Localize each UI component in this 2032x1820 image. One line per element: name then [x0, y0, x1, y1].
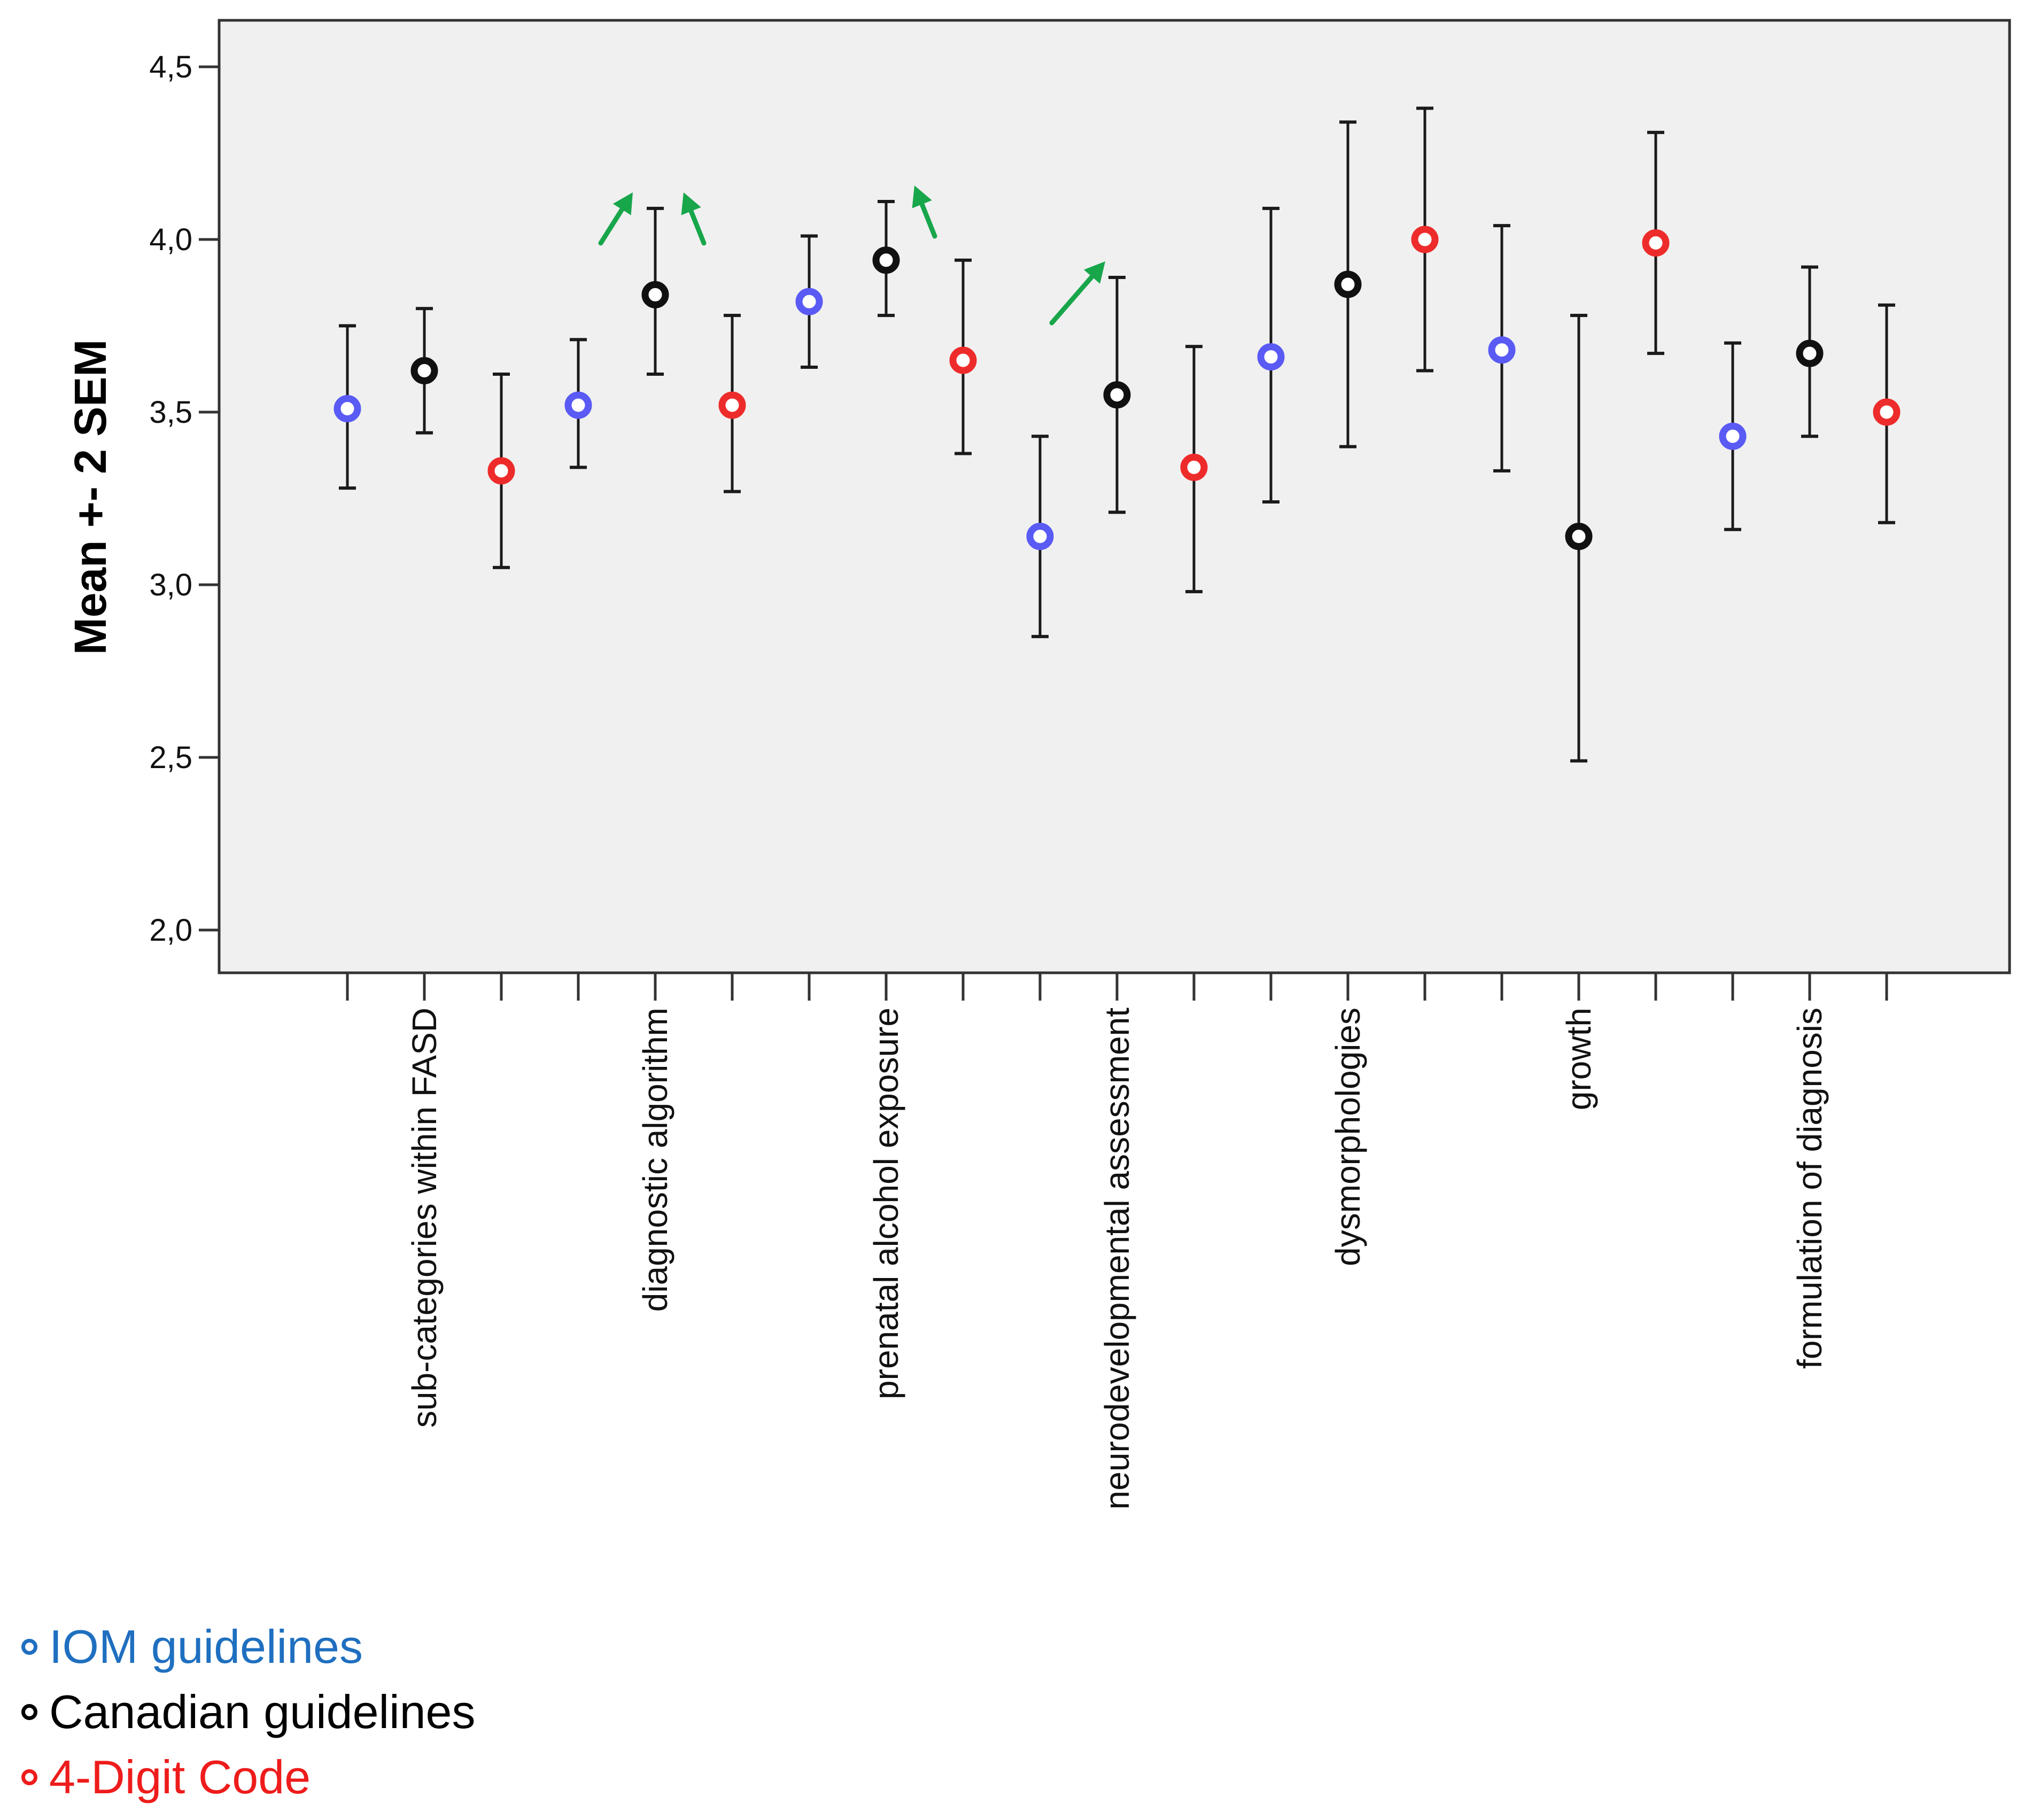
- y-axis: 2,0 2,5 3,0 3,5 4,0 4,5: [149, 50, 219, 948]
- green-arrow-shaft: [1049, 274, 1095, 326]
- mean-marker: [718, 391, 746, 419]
- y-tick-label: 3,5: [149, 395, 192, 430]
- green-arrow-head-icon: [912, 185, 932, 208]
- legend-marker-icon: [21, 1639, 37, 1655]
- category-label: diagnostic algorithm: [636, 1008, 674, 1312]
- mean-marker: [1488, 336, 1516, 364]
- legend-item-iom: IOM guidelines: [21, 1614, 476, 1679]
- legend-label: Canadian guidelines: [49, 1685, 476, 1738]
- mean-marker: [795, 288, 823, 315]
- mean-marker: [641, 281, 669, 308]
- green-arrow-head-icon: [681, 192, 701, 215]
- x-axis-ticks: [346, 973, 1888, 1001]
- mean-marker: [872, 246, 900, 274]
- category-label: sub-categories within FASD: [405, 1008, 444, 1428]
- green-arrow-shaft: [598, 207, 625, 246]
- mean-marker: [410, 357, 438, 384]
- category-labels: sub-categories within FASD diagnostic alg…: [405, 1008, 1829, 1509]
- mean-marker: [1334, 270, 1362, 298]
- mean-marker: [1257, 343, 1285, 371]
- mean-marker: [1565, 523, 1593, 551]
- y-tick-label: 4,0: [149, 222, 192, 257]
- mean-marker: [949, 346, 977, 374]
- mean-marker: [487, 457, 515, 485]
- annotation-arrows: [598, 185, 1105, 326]
- mean-marker: [1642, 229, 1670, 257]
- category-label: growth: [1560, 1008, 1598, 1110]
- legend-marker-icon: [21, 1704, 37, 1720]
- legend-item-4digit: 4-Digit Code: [21, 1745, 476, 1810]
- legend-marker-icon: [21, 1769, 37, 1785]
- mean-marker: [334, 395, 361, 423]
- plot-area: [218, 19, 2011, 974]
- legend-item-canadian: Canadian guidelines: [21, 1679, 476, 1745]
- y-tick-label: 2,5: [149, 740, 192, 775]
- green-arrow-head-icon: [1083, 261, 1105, 284]
- mean-marker: [1873, 398, 1901, 426]
- category-label: prenatal alcohol exposure: [867, 1008, 905, 1399]
- category-label: dysmorphologies: [1329, 1008, 1367, 1266]
- mean-marker: [564, 391, 592, 419]
- green-arrow-shaft: [919, 202, 937, 239]
- y-tick-label: 2,0: [149, 913, 192, 948]
- mean-marker: [1796, 339, 1824, 367]
- mean-marker: [1026, 523, 1054, 551]
- mean-marker: [1103, 381, 1131, 409]
- y-tick-label: 3,0: [149, 568, 192, 602]
- mean-marker: [1411, 226, 1439, 253]
- green-arrow-shaft: [688, 208, 707, 246]
- mean-markers: [334, 226, 1901, 551]
- mean-marker: [1180, 453, 1208, 481]
- legend-label: IOM guidelines: [49, 1620, 363, 1673]
- legend-label: 4-Digit Code: [49, 1751, 311, 1803]
- y-axis-label: Mean +- 2 SEM: [65, 339, 115, 655]
- green-arrow-head-icon: [612, 192, 633, 215]
- y-tick-label: 4,5: [149, 50, 192, 84]
- mean-marker: [1719, 422, 1747, 450]
- category-label: formulation of diagnosis: [1790, 1008, 1829, 1369]
- category-label: neurodevelopmental assessment: [1098, 1008, 1136, 1509]
- legend: IOM guidelines Canadian guidelines 4-Dig…: [21, 1614, 476, 1810]
